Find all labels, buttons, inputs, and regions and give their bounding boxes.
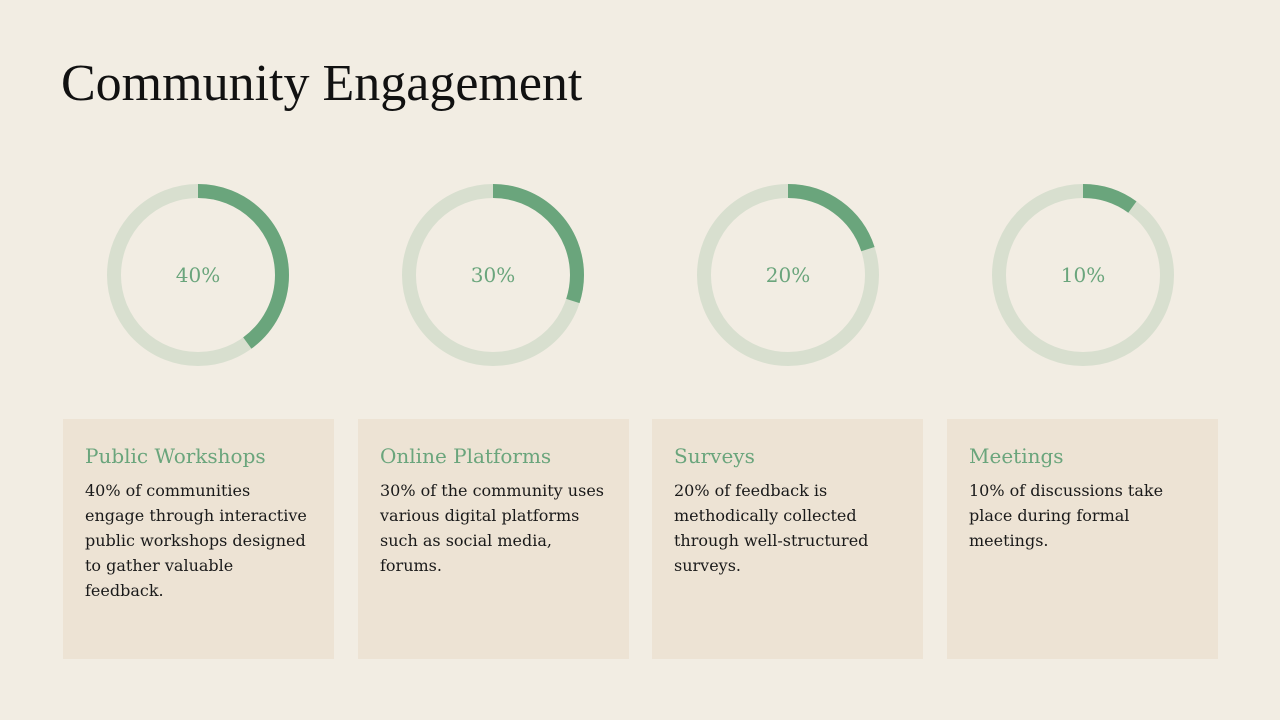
card-title: Online Platforms: [380, 444, 552, 468]
progress-ring-graphic: [992, 184, 1174, 366]
card-public-workshops: Public Workshops 40% of communities enga…: [63, 419, 334, 659]
ring-progress-arc: [107, 184, 289, 366]
progress-ring-online-platforms: 30%: [401, 183, 585, 367]
card-title: Meetings: [969, 444, 1064, 468]
ring-percent-label: 20%: [765, 263, 811, 287]
card-title: Surveys: [674, 444, 755, 468]
progress-ring-public-workshops: 40%: [106, 183, 290, 367]
progress-ring-graphic: [107, 184, 289, 366]
progress-ring-graphic: [402, 184, 584, 366]
card-online-platforms: Online Platforms 30% of the community us…: [358, 419, 629, 659]
ring-progress-arc: [992, 184, 1174, 366]
ring-percent-label: 30%: [470, 263, 516, 287]
card-meetings: Meetings 10% of discussions take place d…: [947, 419, 1218, 659]
card-description: 20% of feedback is methodically collecte…: [674, 481, 869, 575]
progress-ring-meetings: 10%: [991, 183, 1175, 367]
ring-progress-arc: [402, 184, 584, 366]
card-description: 40% of communities engage through intera…: [85, 481, 307, 600]
card-title: Public Workshops: [85, 444, 266, 468]
ring-percent-label: 10%: [1060, 263, 1106, 287]
progress-ring-surveys: 20%: [696, 183, 880, 367]
card-surveys: Surveys 20% of feedback is methodically …: [652, 419, 923, 659]
card-description: 30% of the community uses various digita…: [380, 481, 604, 575]
slide-title: Community Engagement: [61, 55, 583, 112]
progress-ring-graphic: [697, 184, 879, 366]
ring-progress-arc: [697, 184, 879, 366]
card-description: 10% of discussions take place during for…: [969, 481, 1164, 550]
ring-percent-label: 40%: [175, 263, 221, 287]
